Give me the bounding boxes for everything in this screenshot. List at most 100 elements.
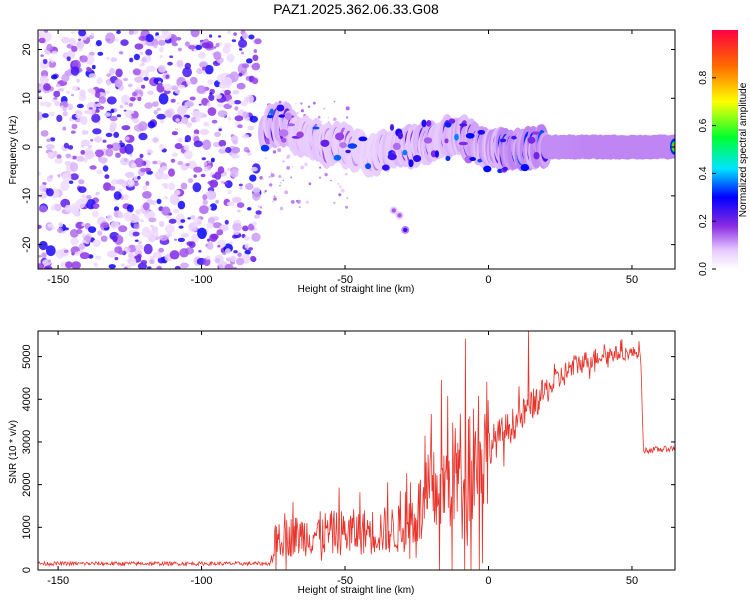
y-tick-label: -20 xyxy=(21,237,33,253)
noise-speckle xyxy=(178,225,184,229)
noise-speckle xyxy=(96,103,102,108)
colorbar-ticks: 0.0 0.2 0.4 0.6 0.8 xyxy=(698,70,716,276)
noise-speckle xyxy=(237,209,241,213)
spectrogram-ridge xyxy=(258,101,675,178)
noise-speckle xyxy=(102,165,109,172)
noise-speckle xyxy=(226,53,235,63)
noise-speckle xyxy=(129,261,137,267)
noise-speckle xyxy=(254,38,262,45)
noise-speckle xyxy=(39,184,47,193)
noise-speckle xyxy=(62,106,68,112)
noise-speckle xyxy=(197,220,202,225)
noise-speckle xyxy=(65,261,73,269)
noise-speckle xyxy=(136,87,141,91)
noise-speckle xyxy=(141,84,146,89)
noise-speckle xyxy=(127,83,133,88)
noise-speckle xyxy=(51,99,56,102)
noise-speckle xyxy=(120,94,130,105)
noise-speckle xyxy=(158,234,169,241)
noise-speckle xyxy=(114,78,123,88)
noise-speckle xyxy=(118,212,124,219)
noise-speckle xyxy=(141,57,147,63)
ridge-blob xyxy=(276,104,285,112)
ridge-blob xyxy=(533,152,540,160)
noise-speckle xyxy=(95,40,102,47)
noise-speckle xyxy=(162,173,170,180)
noise-speckle xyxy=(39,75,49,85)
snr-series-line xyxy=(38,331,675,570)
noise-speckle xyxy=(46,188,54,197)
noise-speckle xyxy=(187,160,197,170)
noise-speckle xyxy=(168,218,177,224)
noise-speckle xyxy=(178,84,185,89)
noise-speckle xyxy=(118,225,128,233)
spectrogram-noise-field xyxy=(38,30,350,269)
noise-speckle xyxy=(200,173,206,178)
y-tick-label: -10 xyxy=(21,188,33,204)
noise-speckle xyxy=(113,131,120,138)
noise-speckle xyxy=(179,248,189,258)
noise-speckle xyxy=(204,64,214,75)
spectrogram-y-ticks: -20 -10 0 10 20 xyxy=(21,43,675,253)
noise-speckle xyxy=(80,150,86,155)
noise-speckle xyxy=(132,68,141,76)
noise-speckle xyxy=(104,174,110,179)
noise-speckle xyxy=(182,105,188,112)
noise-speckle xyxy=(257,205,261,208)
noise-speckle xyxy=(188,44,196,50)
noise-speckle xyxy=(134,239,139,242)
noise-speckle xyxy=(171,152,178,157)
noise-speckle xyxy=(183,144,190,151)
noise-speckle xyxy=(114,246,123,254)
noise-speckle xyxy=(115,152,121,158)
noise-speckle xyxy=(66,56,71,62)
noise-speckle xyxy=(143,76,149,81)
spectrogram-x-ticks: -150 -100 -50 0 50 xyxy=(47,30,638,286)
noise-speckle xyxy=(199,61,208,69)
noise-speckle xyxy=(69,40,76,46)
noise-speckle xyxy=(277,148,282,152)
noise-speckle xyxy=(49,174,53,179)
noise-speckle xyxy=(138,35,147,41)
noise-speckle xyxy=(169,193,180,206)
noise-speckle xyxy=(113,206,120,212)
noise-speckle xyxy=(300,165,304,170)
noise-speckle xyxy=(147,150,154,154)
noise-speckle xyxy=(204,41,214,49)
noise-speckle xyxy=(166,215,170,219)
noise-speckle xyxy=(214,171,222,180)
noise-speckle xyxy=(144,167,152,172)
noise-speckle xyxy=(222,252,227,256)
noise-speckle xyxy=(174,127,179,131)
noise-speckle xyxy=(146,65,157,72)
noise-speckle xyxy=(154,35,163,41)
colorbar-tick-label: 0.0 xyxy=(698,262,709,276)
noise-speckle xyxy=(127,252,134,259)
noise-speckle xyxy=(217,166,225,174)
snr-y-axis-label: SNR (10 * v/v) xyxy=(8,420,19,484)
noise-speckle xyxy=(152,160,158,165)
noise-speckle xyxy=(199,205,209,215)
noise-speckle xyxy=(278,100,282,104)
ridge-blob xyxy=(520,164,530,172)
noise-speckle xyxy=(221,145,226,151)
noise-speckle xyxy=(173,209,180,214)
noise-speckle xyxy=(305,200,309,204)
noise-speckle xyxy=(81,240,87,244)
noise-speckle xyxy=(170,98,176,103)
noise-speckle xyxy=(188,241,196,249)
noise-speckle xyxy=(119,140,123,143)
noise-speckle xyxy=(122,194,129,201)
noise-speckle xyxy=(75,113,82,119)
y-tick-label: 20 xyxy=(21,43,33,55)
noise-speckle xyxy=(205,190,216,200)
noise-speckle xyxy=(116,30,121,35)
noise-speckle xyxy=(233,250,238,254)
noise-speckle xyxy=(271,200,274,203)
noise-speckle xyxy=(282,160,285,163)
ridge-blob xyxy=(333,154,342,161)
noise-speckle xyxy=(273,195,276,198)
noise-speckle xyxy=(62,111,68,117)
noise-speckle xyxy=(79,89,86,97)
ridge-blob xyxy=(281,137,287,143)
